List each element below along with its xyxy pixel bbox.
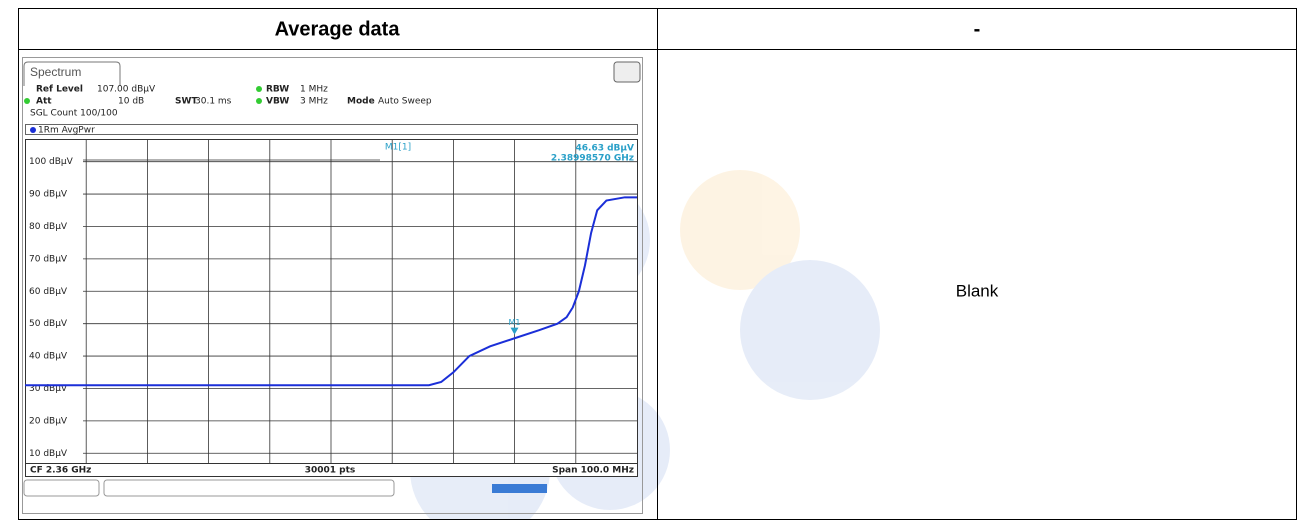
y-tick-label: 30 dBµV xyxy=(29,384,68,394)
body-cell: Blank xyxy=(956,281,999,300)
marker-freq: 2.38998570 GHz xyxy=(551,154,634,164)
indicator xyxy=(256,86,262,92)
menu-icon xyxy=(613,61,641,83)
y-tick-label: 40 dBµV xyxy=(29,352,68,362)
indicator xyxy=(24,98,30,104)
tab xyxy=(23,61,121,86)
y-tick-label: 10 dBµV xyxy=(29,449,68,459)
y-tick-label: 80 dBµV xyxy=(29,222,68,232)
status-box xyxy=(23,479,100,497)
y-tick-label: 100 dBµV xyxy=(29,157,74,167)
y-tick-label: 50 dBµV xyxy=(29,319,68,329)
info-label: Ref Level xyxy=(36,85,83,95)
info-value: Auto Sweep xyxy=(378,97,432,107)
marker xyxy=(510,327,519,335)
footer-bar xyxy=(25,463,638,477)
legend-dot xyxy=(30,127,36,133)
info-value: 10 dB xyxy=(118,97,144,107)
footer-text: Span 100.0 MHz xyxy=(552,466,634,476)
info-label: Mode xyxy=(347,97,375,107)
y-tick-label: 90 dBµV xyxy=(29,190,68,200)
info-label: VBW xyxy=(266,97,289,107)
header-cell: - xyxy=(974,18,981,40)
indicator xyxy=(256,98,262,104)
y-tick-label: 60 dBµV xyxy=(29,287,68,297)
info-value: 1 MHz xyxy=(300,85,328,95)
trace xyxy=(25,196,637,387)
info-value: SGL Count 100/100 xyxy=(30,109,118,119)
tab-label: Spectrum xyxy=(30,65,81,79)
screenshot-frame xyxy=(22,57,643,514)
header-cell: Average data xyxy=(275,18,401,40)
info-value: 30.1 ms xyxy=(195,97,232,107)
info-label: RBW xyxy=(266,85,289,95)
plot-frame xyxy=(25,139,638,464)
y-tick-label: 70 dBµV xyxy=(29,254,68,264)
info-label: Att xyxy=(36,97,52,107)
info-label: SWT xyxy=(175,97,198,107)
y-tick-label: 20 dBµV xyxy=(29,416,68,426)
marker-tag: M1 xyxy=(509,318,521,327)
status-box xyxy=(103,479,395,497)
progress xyxy=(492,484,547,493)
footer-text: 30001 pts xyxy=(305,466,356,476)
trace-bar xyxy=(25,124,638,135)
info-value: 107.00 dBµV xyxy=(97,85,156,95)
footer-text: CF 2.36 GHz xyxy=(30,466,91,476)
marker-value: 46.63 dBµV xyxy=(576,144,635,154)
info-value: 3 MHz xyxy=(300,97,328,107)
legend-label: 1Rm AvgPwr xyxy=(38,126,95,136)
marker-label: M1[1] xyxy=(385,143,411,153)
